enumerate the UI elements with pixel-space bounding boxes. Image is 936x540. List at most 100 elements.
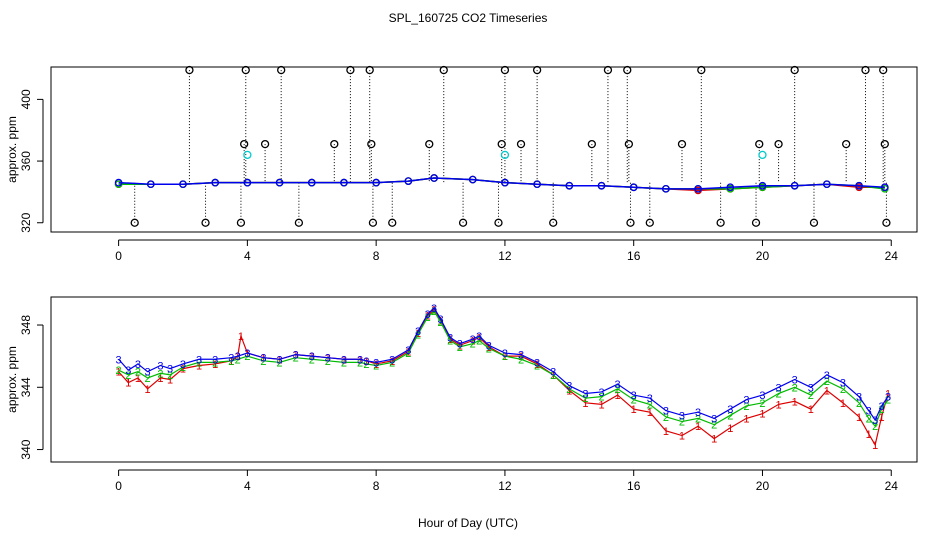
series-2-marker: 2 bbox=[145, 373, 151, 385]
series-3-marker: 3 bbox=[885, 392, 891, 404]
series-2-marker: 2 bbox=[341, 357, 347, 369]
outlier-point bbox=[879, 65, 888, 75]
series-2-marker: 2 bbox=[457, 342, 463, 354]
series-1-marker: 1 bbox=[325, 353, 331, 365]
series-1-marker: 1 bbox=[872, 440, 878, 452]
y-tick-label: 360 bbox=[19, 151, 33, 171]
series-3-point bbox=[629, 183, 638, 192]
outlier-point bbox=[458, 218, 468, 227]
series-2-marker: 2 bbox=[840, 384, 846, 396]
outlier-point bbox=[500, 65, 510, 75]
y-tick-label: 340 bbox=[19, 439, 33, 459]
outlier-point bbox=[751, 218, 761, 227]
outlier-point bbox=[774, 139, 783, 149]
series-2-marker: 2 bbox=[244, 351, 250, 363]
series-1-marker: 1 bbox=[856, 412, 862, 424]
series-1-marker: 1 bbox=[135, 373, 141, 385]
series-2-marker: 2 bbox=[293, 353, 299, 365]
series-2-marker: 2 bbox=[470, 339, 476, 351]
outlier-point bbox=[587, 139, 596, 149]
series-3-point bbox=[565, 181, 574, 190]
outlier-point bbox=[439, 65, 448, 75]
series-3-marker: 3 bbox=[866, 406, 872, 418]
y-tick-label: 400 bbox=[19, 89, 33, 109]
outlier-point bbox=[882, 218, 891, 227]
outlier-point bbox=[755, 139, 764, 149]
outlier-point bbox=[516, 139, 526, 149]
outlier-point bbox=[645, 218, 654, 227]
outlier-point bbox=[240, 139, 249, 149]
x-tick-label: 16 bbox=[627, 249, 641, 263]
series-3-marker: 3 bbox=[167, 364, 173, 376]
series-1-marker: 1 bbox=[502, 351, 508, 363]
series-3-marker: 3 bbox=[582, 389, 588, 401]
outlier-point bbox=[532, 65, 542, 75]
plot-frame bbox=[50, 66, 918, 233]
series-3-marker: 3 bbox=[389, 354, 395, 366]
series-2-marker: 2 bbox=[518, 354, 524, 366]
series-2-marker: 2 bbox=[415, 329, 421, 341]
series-1-marker: 1 bbox=[260, 353, 266, 365]
series-3-point bbox=[275, 178, 284, 187]
series-1-marker: 1 bbox=[244, 348, 250, 360]
series-3-marker: 3 bbox=[277, 354, 283, 366]
series-2-marker: 2 bbox=[425, 312, 431, 324]
outlier-point bbox=[425, 139, 434, 149]
series-2-marker: 2 bbox=[647, 399, 653, 411]
outlier-point bbox=[201, 218, 210, 227]
series-1-marker: 1 bbox=[759, 409, 765, 421]
series-3-point bbox=[880, 183, 889, 192]
series-3-marker: 3 bbox=[743, 395, 749, 407]
outlier-point bbox=[330, 139, 339, 149]
flagged-point bbox=[243, 150, 252, 160]
series-3-marker: 3 bbox=[357, 354, 363, 366]
series-3-marker: 3 bbox=[437, 314, 443, 326]
series-1-marker: 1 bbox=[167, 375, 173, 387]
outlier-point bbox=[626, 218, 635, 227]
series-3-marker: 3 bbox=[212, 354, 218, 366]
series-3-marker: 3 bbox=[457, 339, 463, 351]
series-3-point bbox=[533, 180, 541, 189]
series-1-marker: 1 bbox=[647, 407, 653, 419]
series-1-marker: 1 bbox=[277, 354, 283, 366]
outlier-point bbox=[294, 218, 304, 227]
x-tick-label: 4 bbox=[244, 249, 251, 263]
series-1-marker: 1 bbox=[116, 367, 122, 379]
x-tick-label: 16 bbox=[627, 479, 641, 493]
series-3-point bbox=[372, 178, 381, 187]
series-1-marker: 1 bbox=[157, 373, 163, 385]
series-1-marker: 1 bbox=[228, 356, 234, 368]
outlier-point bbox=[260, 139, 270, 149]
series-2-marker: 2 bbox=[363, 359, 369, 371]
series-1-marker: 1 bbox=[309, 351, 315, 363]
series-3-point bbox=[758, 181, 767, 190]
series-2-marker: 2 bbox=[856, 398, 862, 410]
outlier-point bbox=[494, 218, 503, 227]
series-2-marker: 2 bbox=[196, 357, 202, 369]
series-3-marker: 3 bbox=[447, 332, 453, 344]
series-1-marker: 1 bbox=[550, 370, 556, 382]
series-3-marker: 3 bbox=[647, 393, 653, 405]
outlier-point bbox=[241, 65, 250, 75]
series-3-point bbox=[430, 174, 438, 182]
series-1-marker: 1 bbox=[518, 351, 524, 363]
outlier-point bbox=[603, 65, 613, 75]
series-1-marker: 1 bbox=[695, 421, 701, 433]
y-axis-label: approx. ppm bbox=[5, 116, 19, 183]
series-3-marker: 3 bbox=[125, 365, 131, 377]
series-1-marker: 1 bbox=[631, 404, 637, 416]
series-2-marker: 2 bbox=[157, 368, 163, 380]
series-2-marker: 2 bbox=[180, 362, 186, 374]
series-1-marker: 1 bbox=[145, 384, 151, 396]
outlier-point bbox=[549, 218, 558, 227]
series-3-marker: 3 bbox=[824, 370, 830, 382]
series-3-marker: 3 bbox=[879, 401, 885, 413]
series-2-marker: 2 bbox=[116, 365, 122, 377]
series-1-marker: 1 bbox=[743, 413, 749, 425]
outlier-point bbox=[368, 218, 378, 227]
series-3-point bbox=[823, 180, 831, 189]
series-1-marker: 1 bbox=[792, 396, 798, 408]
outlier-point bbox=[365, 65, 374, 75]
outlier-point bbox=[277, 65, 286, 75]
series-2-marker: 2 bbox=[476, 336, 482, 348]
